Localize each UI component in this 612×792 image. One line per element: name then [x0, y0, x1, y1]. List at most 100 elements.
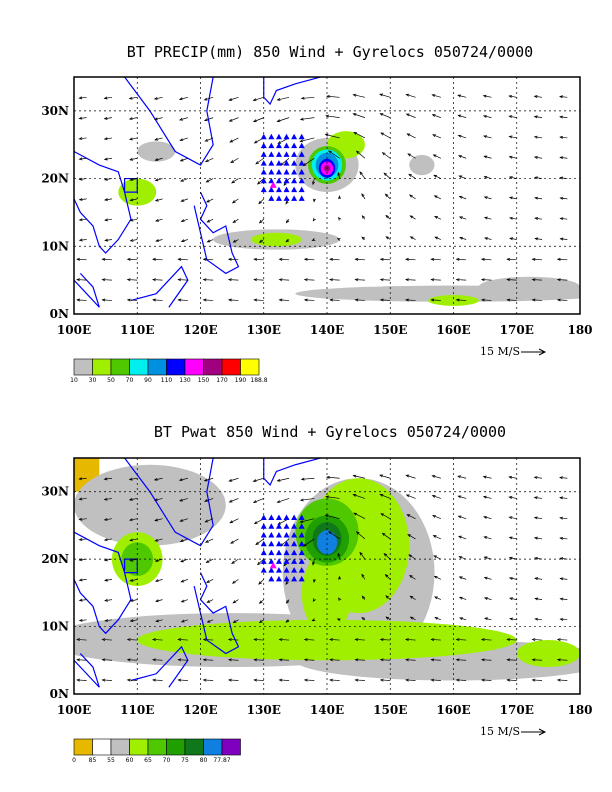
wind-vector [130, 239, 138, 242]
gyre-center-marker [269, 561, 277, 569]
wind-vector-head [179, 539, 184, 543]
wind-vector [178, 279, 188, 281]
wind-vector-head [78, 598, 83, 602]
wind-vector [130, 218, 138, 221]
wind-vector-head [179, 117, 183, 121]
wind-vector-head [152, 638, 156, 642]
wind-vector [509, 95, 517, 98]
gyre-location-marker [275, 160, 282, 166]
wind-vector [233, 239, 239, 243]
gyre-location-marker [283, 195, 290, 201]
wind-vector-head [405, 638, 409, 642]
field-region [409, 154, 435, 176]
gyre-location-marker [275, 168, 282, 175]
wind-vector [129, 498, 138, 501]
gyre-location-marker [298, 186, 305, 193]
wind-vector [304, 639, 315, 641]
wind-vector-head [433, 575, 438, 579]
wind-vector-head [278, 678, 283, 682]
x-tick-label: 170E [500, 703, 534, 717]
wind-vector-head [353, 131, 358, 135]
gyre-location-marker [298, 133, 305, 140]
wind-vector [104, 137, 113, 140]
wind-vector-head [78, 197, 83, 201]
wind-vector-head [204, 519, 209, 523]
field-region [137, 141, 176, 162]
wind-vector [130, 619, 138, 622]
wind-vector [481, 299, 492, 301]
wind-vector-head [253, 140, 258, 144]
wind-vector [355, 639, 365, 641]
wind-vector [304, 258, 315, 261]
wind-vector-head [459, 617, 463, 621]
wind-vector-head [324, 133, 329, 137]
wind-vector [130, 599, 138, 602]
gyre-location-marker [298, 567, 305, 573]
wind-vector [328, 150, 340, 159]
gyre-location-marker [275, 151, 282, 157]
wind-vector-head [361, 215, 366, 219]
colorbar-swatch [184, 358, 204, 376]
wind-vector-head [180, 199, 185, 202]
wind-vector-head [128, 117, 133, 121]
y-tick-label: 20N [41, 552, 69, 566]
wind-vector [459, 597, 467, 600]
wind-vector [557, 679, 568, 681]
wind-vector [204, 498, 214, 502]
wind-vector-head [154, 198, 159, 202]
gyre-location-marker [291, 549, 298, 556]
wind-vector [79, 477, 87, 480]
wind-vector [77, 659, 87, 661]
wind-vector-head [129, 178, 134, 182]
wind-vector-head [78, 578, 83, 582]
wind-vector-head [154, 579, 159, 583]
gyre-location-marker [275, 532, 282, 538]
wind-vector-head [458, 216, 463, 220]
wind-vector-head [129, 578, 134, 582]
wind-vector-head [405, 658, 409, 662]
precip-title: BT PRECIP(mm) 850 Wind + Gyrelocs 050724… [127, 43, 533, 61]
wind-vector [431, 659, 441, 661]
colorbar-swatch [73, 358, 93, 376]
wind-vector-head [129, 218, 134, 222]
gyre-center-marker [269, 181, 277, 188]
wind-vector [355, 279, 365, 281]
wind-vector [379, 474, 391, 479]
wind-vector [229, 96, 239, 101]
gyre-location-marker [298, 160, 305, 166]
wind-vector-head [405, 494, 410, 498]
wind-vector-head [129, 238, 134, 242]
wind-vector [382, 152, 391, 159]
wind-vector [560, 517, 568, 520]
colorbar-label: 190 [235, 377, 247, 384]
wind-vector [560, 177, 568, 179]
wind-vector-head [379, 278, 384, 282]
x-tick-label: 170E [500, 323, 534, 337]
wind-vector-head [533, 95, 538, 99]
wind-vector-head [202, 678, 207, 682]
wind-vector [304, 679, 315, 681]
wind-vector-head [103, 116, 108, 120]
wind-vector-head [253, 678, 258, 682]
wind-vector-head [203, 478, 208, 482]
wind-vector-head [407, 153, 412, 157]
wind-vector [557, 299, 568, 301]
wind-vector [407, 133, 416, 139]
wind-vector-head [355, 531, 360, 535]
wind-vector [434, 575, 442, 580]
wind-vector [104, 518, 113, 521]
gyre-location-marker [268, 523, 275, 529]
gyre-location-marker [283, 575, 290, 582]
wind-vector-head [278, 298, 283, 302]
gyre-location-marker [275, 540, 282, 547]
field-region [516, 640, 580, 668]
wind-vector [205, 157, 214, 162]
wind-vector [77, 299, 87, 301]
wind-vector-head [559, 156, 564, 160]
wind-vector [410, 595, 416, 600]
wind-vector-head [433, 555, 438, 559]
wind-vector [301, 477, 315, 480]
wind-vector [509, 237, 517, 240]
wind-vector [459, 576, 467, 580]
wind-vector-head [533, 536, 538, 540]
